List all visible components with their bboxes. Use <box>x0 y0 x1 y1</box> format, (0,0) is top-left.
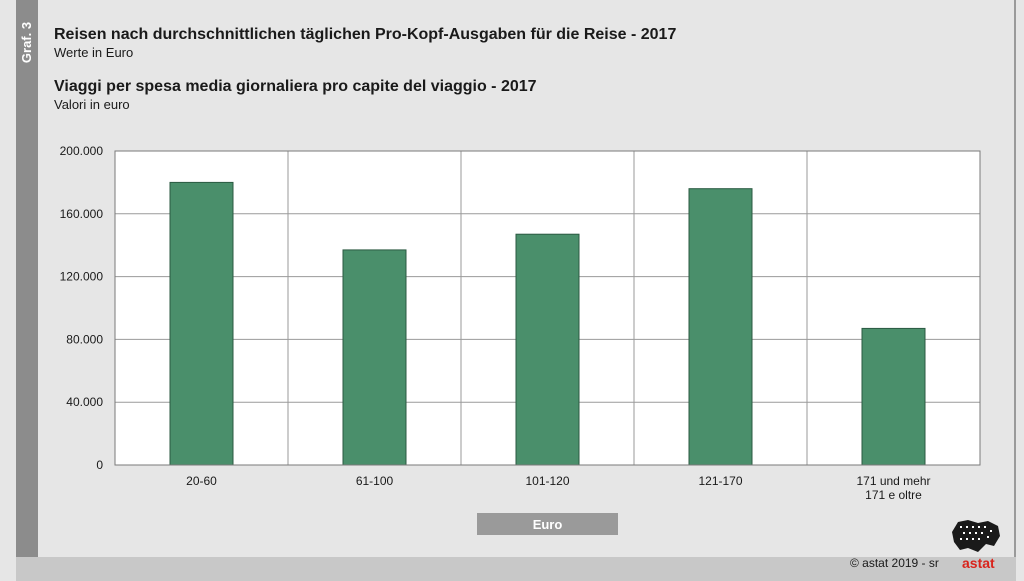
astat-logo-icon <box>952 520 1000 552</box>
legend-label: Euro <box>532 516 563 532</box>
bar <box>688 188 753 466</box>
x-tick-label: 171 und mehr <box>856 474 930 488</box>
y-tick-label: 160.000 <box>60 207 104 221</box>
y-tick-label: 120.000 <box>60 270 104 284</box>
bar <box>169 181 234 466</box>
bar <box>515 233 580 466</box>
chart-title-de: Reisen nach durchschnittlichen täglichen… <box>54 26 677 43</box>
legend-euro: Euro <box>477 513 618 535</box>
bar <box>861 327 926 466</box>
y-tick-label: 40.000 <box>66 395 103 409</box>
chart-subtitle-it: Valori in euro <box>54 97 130 112</box>
x-tick-label: 171 e oltre <box>865 488 922 502</box>
astat-logo-text: astat <box>962 555 995 571</box>
x-tick-label: 121-170 <box>698 474 742 488</box>
chart-subtitle-de: Werte in Euro <box>54 45 134 60</box>
y-tick-label: 80.000 <box>66 332 103 346</box>
bar <box>342 249 407 466</box>
footer-band <box>16 557 1016 581</box>
copyright-text: © astat 2019 - sr <box>850 556 939 570</box>
x-tick-label: 20-60 <box>186 474 217 488</box>
right-border <box>1014 0 1016 560</box>
side-band <box>16 0 38 560</box>
y-tick-label: 200.000 <box>60 144 104 158</box>
y-tick-label: 0 <box>96 458 103 472</box>
chart-title-it: Viaggi per spesa media giornaliera pro c… <box>54 78 537 95</box>
x-tick-label: 61-100 <box>356 474 394 488</box>
x-tick-label: 101-120 <box>525 474 569 488</box>
plot-border <box>114 150 981 466</box>
